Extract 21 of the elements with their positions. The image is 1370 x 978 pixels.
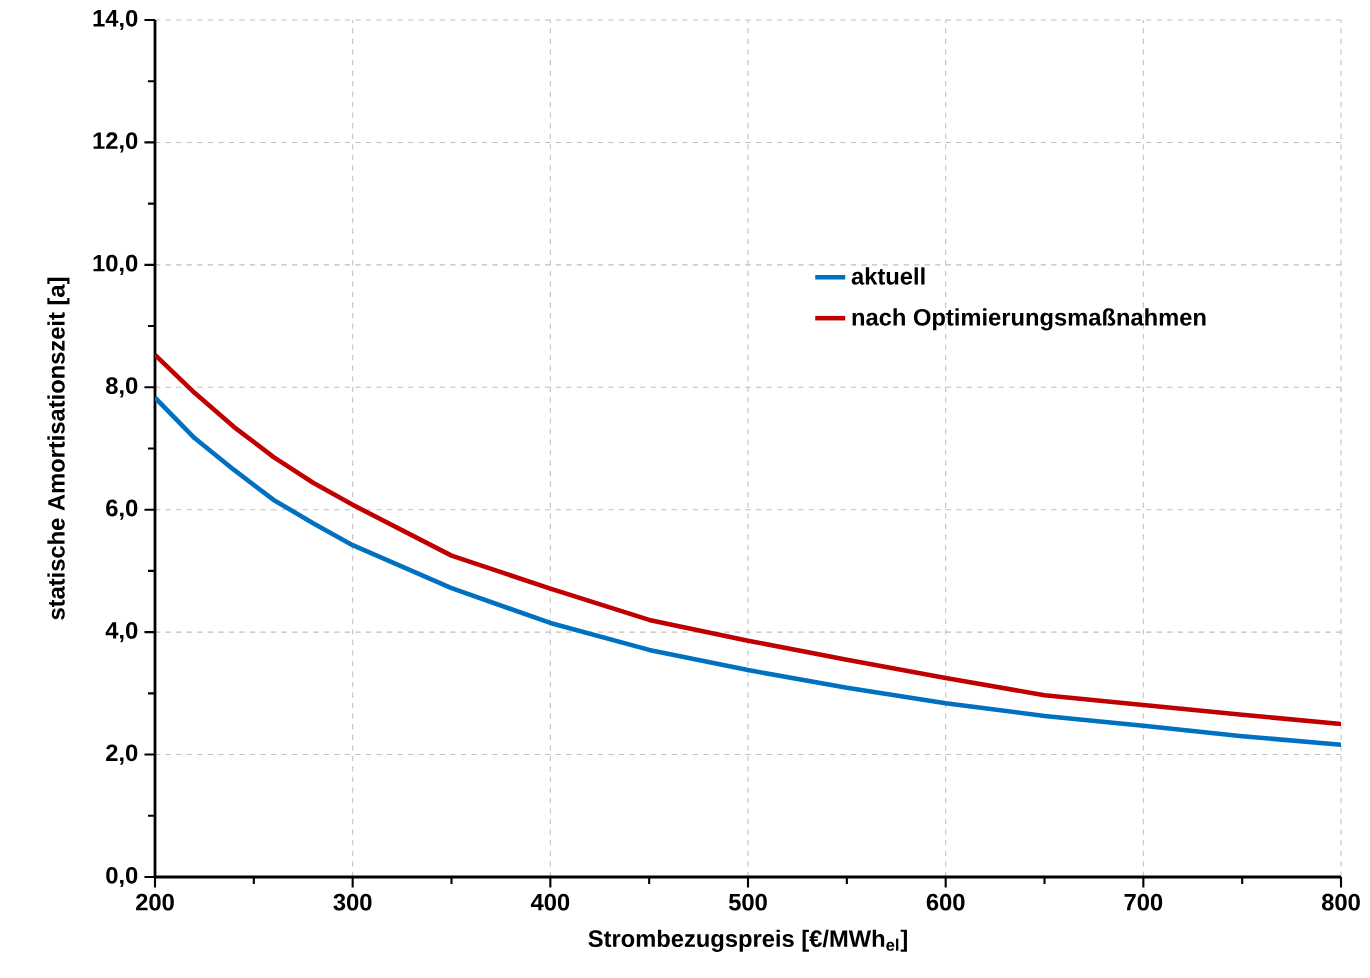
x-tick-label: 400 <box>530 893 570 911</box>
x-tick-label: 500 <box>728 893 767 911</box>
y-tick-label: 4,0 <box>105 622 138 643</box>
y-axis-title: statische Amortisationszeit [a] <box>47 277 70 620</box>
y-tick-label: 0,0 <box>106 866 138 888</box>
legend-label: nach Optimierungsmaßnahmen <box>852 308 1206 331</box>
y-tick-label: 6,0 <box>106 499 138 520</box>
y-tick-label: 10,0 <box>93 254 138 275</box>
y-tick-label: 12,0 <box>93 132 138 153</box>
line-series <box>155 352 1342 727</box>
y-tick-label: 2,0 <box>106 744 138 765</box>
line-series <box>155 395 1342 748</box>
x-tick-label: 300 <box>333 893 372 911</box>
legend-label: aktuell <box>851 267 925 285</box>
x-tick-label: 600 <box>926 893 965 911</box>
x-axis-title: Strombezugspreis [€/MWh$_{el}$] <box>588 929 907 952</box>
x-tick-label: 700 <box>1124 893 1163 911</box>
y-tick-label: 14,0 <box>93 9 138 31</box>
x-tick-label: 800 <box>1321 893 1360 911</box>
y-tick-label: 8,0 <box>106 377 138 398</box>
x-tick-label: 200 <box>136 893 174 911</box>
